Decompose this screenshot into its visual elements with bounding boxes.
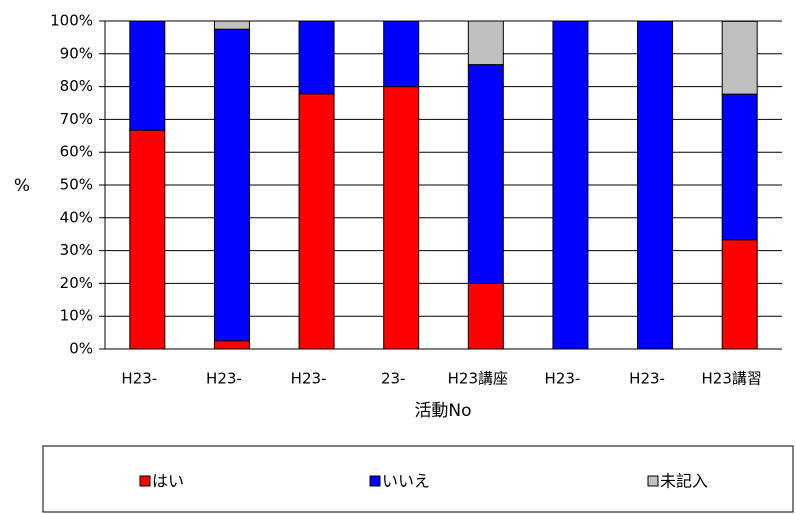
y-tick-label: 20% [60,274,93,292]
bar-segment [213,340,250,350]
bar-segment [552,20,589,350]
bar-segment [129,129,166,350]
x-tick-label: H23- [206,370,242,388]
legend-swatch [139,475,151,487]
x-tick-label: H23講座 [448,370,508,388]
y-tick-label: 40% [60,208,93,226]
legend-label: いいえ [382,472,430,491]
bar-segment [129,20,166,131]
x-tick-label: H23- [291,370,327,388]
y-tick-label: 70% [60,110,93,128]
bar-segment [721,93,758,241]
bar-segment [383,20,420,88]
x-tick-label: H23講習 [702,370,762,388]
bar-segment [637,20,674,350]
bar-segment [467,282,504,350]
bar-segment [298,20,335,95]
x-tick-label: 23- [381,370,406,388]
x-axis-label: 活動No [414,401,471,421]
bar-segment [467,64,504,284]
x-tick-label: H23- [121,370,157,388]
legend-label: はい [152,472,184,491]
legend-swatch [369,475,381,487]
y-axis-label: % [14,176,30,196]
bar-segment [213,20,250,30]
legend-swatch [647,475,659,487]
y-tick-label: 50% [60,176,93,194]
y-tick-label: 30% [60,241,93,259]
x-tick-label: H23- [545,370,581,388]
bar-segment [213,28,250,342]
legend-box [42,445,794,513]
x-tick-label: H23- [629,370,665,388]
bar-segment [298,93,335,350]
bar-segment [467,20,504,66]
y-tick-label: 90% [60,44,93,62]
legend-label: 未記入 [660,472,708,491]
y-tick-label: 60% [60,143,93,161]
bar-segment [721,20,758,95]
y-tick-label: 0% [69,340,93,358]
y-tick-label: 100% [50,12,93,30]
y-tick-label: 10% [60,307,93,325]
bar-segment [383,86,420,350]
y-tick-label: 80% [60,77,93,95]
bar-segment [721,239,758,350]
